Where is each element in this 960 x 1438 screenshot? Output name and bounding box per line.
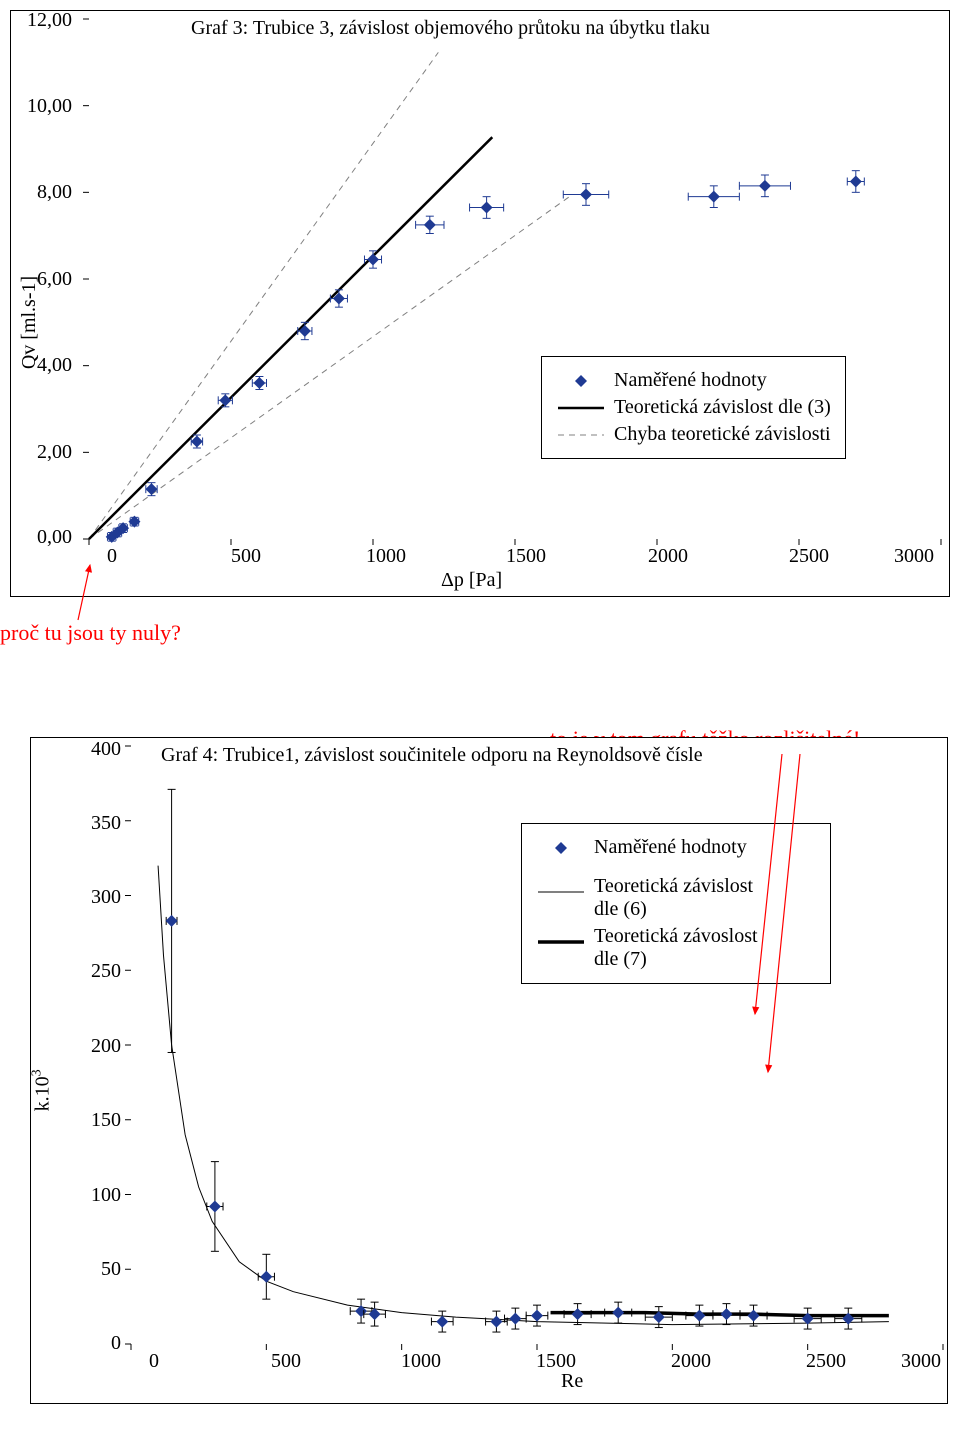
chart2-xtick: 1000 (401, 1350, 441, 1373)
chart2-ytick: 250 (91, 960, 121, 983)
chart-2-container: Graf 4: Trubice1, závislost součinitele … (30, 737, 948, 1404)
chart1-ytick: 2,00 (37, 441, 72, 464)
legend-item-thick: Teoretická závoslost dle (7) (536, 925, 816, 971)
chart1-xtick: 1500 (506, 545, 546, 568)
chart1-svg (11, 11, 949, 596)
chart2-ytick: 350 (91, 812, 121, 835)
chart1-xlabel: Δp [Pa] (441, 569, 502, 592)
chart2-ytick: 50 (101, 1258, 121, 1281)
legend-item-measured: Naměřené hodnoty (556, 369, 831, 392)
chart2-ytick: 200 (91, 1035, 121, 1058)
chart2-ytick: 300 (91, 886, 121, 909)
chart2-ytick: 100 (91, 1184, 121, 1207)
chart2-xtick: 2500 (806, 1350, 846, 1373)
legend-label: Naměřené hodnoty (614, 369, 767, 392)
chart1-xtick: 3000 (894, 545, 934, 568)
legend-item-error: Chyba teoretické závislosti (556, 423, 831, 446)
chart1-ytick: 0,00 (37, 526, 72, 549)
chart1-xtick: 0 (107, 545, 117, 568)
annotation-1: proč tu jsou ty nuly? (0, 620, 181, 646)
chart1-ytick: 12,00 (27, 9, 72, 32)
chart1-legend: Naměřené hodnoty Teoretická závislost dl… (541, 356, 846, 459)
chart2-ytick: 0 (111, 1332, 121, 1355)
legend-label: Teoretická závislost dle (6) (594, 875, 753, 921)
chart2-ylabel: k.103 (30, 1069, 55, 1111)
legend-item-theory: Teoretická závislost dle (3) (556, 396, 831, 419)
chart2-xtick: 3000 (901, 1350, 941, 1373)
chart2-ylabel-sup: 3 (30, 1069, 45, 1076)
chart1-ytick: 10,00 (27, 95, 72, 118)
legend-item-measured: Naměřené hodnoty (536, 836, 816, 859)
legend-label: Chyba teoretické závislosti (614, 423, 831, 446)
chart1-xtick: 2000 (648, 545, 688, 568)
chart2-xlabel: Re (561, 1370, 583, 1393)
chart1-ytick: 6,00 (37, 268, 72, 291)
legend-item-thin: Teoretická závislost dle (6) (536, 875, 816, 921)
legend-label: Naměřené hodnoty (594, 836, 747, 859)
chart1-xtick: 1000 (366, 545, 406, 568)
chart2-ytick: 150 (91, 1109, 121, 1132)
legend-label: Teoretická závoslost dle (7) (594, 925, 758, 971)
chart1-xtick: 2500 (789, 545, 829, 568)
chart1-ytick: 4,00 (37, 354, 72, 377)
chart1-ytick: 8,00 (37, 181, 72, 204)
chart2-xtick: 500 (271, 1350, 301, 1373)
chart2-ytick: 400 (91, 738, 121, 761)
chart2-ylabel-text: k.10 (31, 1076, 53, 1111)
chart2-xtick: 1500 (536, 1350, 576, 1373)
chart2-xtick: 2000 (671, 1350, 711, 1373)
chart1-xtick: 500 (231, 545, 261, 568)
chart2-legend: Naměřené hodnoty Teoretická závislost dl… (521, 823, 831, 984)
legend-label: Teoretická závislost dle (3) (614, 396, 831, 419)
chart-1-container: Graf 3: Trubice 3, závislost objemového … (10, 10, 950, 597)
chart2-xtick: 0 (149, 1350, 159, 1373)
